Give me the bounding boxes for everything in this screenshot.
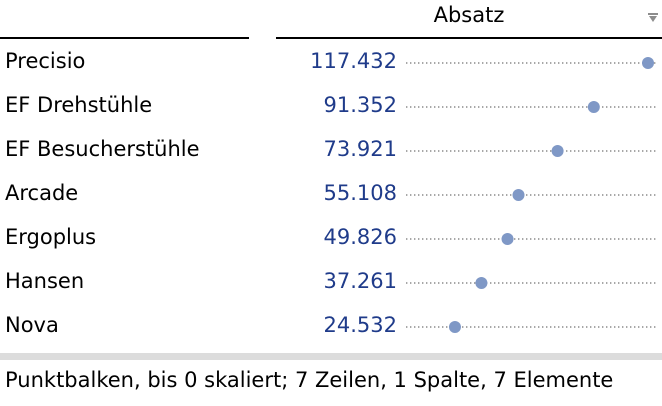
filter-triangle-icon[interactable] bbox=[646, 9, 660, 23]
row-value: 37.261 bbox=[323, 269, 397, 293]
dot-marker bbox=[551, 145, 564, 157]
table-row[interactable]: EF Besucherstühle 73.921 bbox=[0, 129, 662, 173]
table-row[interactable]: Ergoplus 49.826 bbox=[0, 217, 662, 261]
dot-marker bbox=[512, 189, 525, 201]
dot-bar-svg bbox=[406, 189, 658, 201]
dot-bar-track bbox=[404, 41, 660, 85]
row-value: 24.532 bbox=[323, 313, 397, 337]
table-row[interactable]: Precisio 117.432 bbox=[0, 41, 662, 85]
table-row[interactable]: Arcade 55.108 bbox=[0, 173, 662, 217]
dot-bar-svg bbox=[406, 321, 658, 333]
row-label: EF Drehstühle bbox=[5, 93, 153, 117]
dot-bar-track bbox=[404, 173, 660, 217]
row-label: Hansen bbox=[5, 269, 85, 293]
row-label: Nova bbox=[5, 313, 59, 337]
column-header-absatz[interactable]: Absatz bbox=[276, 0, 662, 38]
row-label: Precisio bbox=[5, 49, 86, 73]
table-row[interactable]: Hansen 37.261 bbox=[0, 261, 662, 305]
header-rule-left bbox=[0, 37, 249, 39]
table-row[interactable]: EF Drehstühle 91.352 bbox=[0, 85, 662, 129]
row-value: 49.826 bbox=[323, 225, 397, 249]
row-value: 73.921 bbox=[323, 137, 397, 161]
row-value: 91.352 bbox=[323, 93, 397, 117]
dot-bar-track bbox=[404, 85, 660, 129]
dot-bar-track bbox=[404, 305, 660, 349]
dot-bar-track bbox=[404, 217, 660, 261]
dot-bar-svg bbox=[406, 57, 658, 69]
row-label: EF Besucherstühle bbox=[5, 137, 200, 161]
row-label: Ergoplus bbox=[5, 225, 97, 249]
dot-bar-svg bbox=[406, 277, 658, 289]
dot-marker bbox=[448, 321, 461, 333]
row-value: 117.432 bbox=[310, 49, 397, 73]
status-separator bbox=[0, 353, 662, 360]
dot-bar-svg bbox=[406, 233, 658, 245]
dot-bar-svg bbox=[406, 101, 658, 113]
table-row[interactable]: Nova 24.532 bbox=[0, 305, 662, 349]
header-rule-right bbox=[276, 37, 662, 39]
dot-marker bbox=[475, 277, 488, 289]
dot-marker bbox=[501, 233, 514, 245]
row-label: Arcade bbox=[5, 181, 79, 205]
dot-marker bbox=[587, 101, 600, 113]
dot-marker bbox=[642, 57, 654, 69]
dot-bar-svg bbox=[406, 145, 658, 157]
dot-bar-track bbox=[404, 261, 660, 305]
dot-bar-track bbox=[404, 129, 660, 173]
column-header-label: Absatz bbox=[433, 3, 505, 27]
status-text: Punktbalken, bis 0 skaliert; 7 Zeilen, 1… bbox=[5, 368, 614, 392]
row-value: 55.108 bbox=[323, 181, 397, 205]
